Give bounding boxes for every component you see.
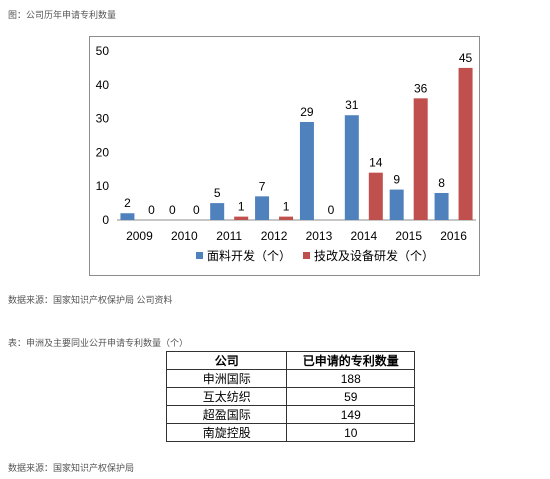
y-tick-label: 40 <box>96 78 110 92</box>
data-label: 29 <box>300 105 314 119</box>
fabric-dev-bar <box>120 213 135 220</box>
x-tick-label: 2012 <box>261 229 288 243</box>
legend-swatch-fabric-dev <box>196 252 203 259</box>
patent-count: 149 <box>286 405 415 424</box>
x-tick-label: 2011 <box>216 229 242 243</box>
data-label: 9 <box>393 173 400 187</box>
data-label: 31 <box>345 98 359 112</box>
y-tick-label: 50 <box>96 44 110 58</box>
y-tick-label: 10 <box>96 179 110 193</box>
data-label: 14 <box>369 156 383 170</box>
data-label: 36 <box>414 81 428 95</box>
figure-caption: 图：公司历年申请专利数量 <box>8 10 117 20</box>
legend-label: 技改及设备研发（个） <box>314 248 434 263</box>
equipment-rd-bar <box>368 172 383 220</box>
header-company: 公司 <box>165 351 288 370</box>
table-source-note: 数据来源：国家知识产权保护局 <box>8 463 135 473</box>
company-name: 互太纺织 <box>165 387 288 406</box>
legend-label: 面料开发（个） <box>207 248 291 263</box>
x-tick-label: 2010 <box>171 229 198 243</box>
data-label: 7 <box>259 179 266 193</box>
fabric-dev-bar <box>299 121 314 220</box>
equipment-rd-bar <box>234 216 249 220</box>
y-tick-label: 30 <box>96 112 110 126</box>
fabric-dev-bar <box>389 189 404 220</box>
data-label: 5 <box>214 186 221 200</box>
equipment-rd-bar <box>413 98 428 220</box>
fabric-dev-bar <box>210 203 225 220</box>
y-tick-label: 0 <box>102 213 109 227</box>
data-label: 0 <box>193 203 200 217</box>
data-label: 0 <box>148 203 155 217</box>
fabric-dev-bar <box>344 115 359 220</box>
patent-count: 59 <box>286 387 415 406</box>
table-row: 超盈国际 149 <box>165 405 415 424</box>
legend-swatch-equipment-rd <box>303 252 310 259</box>
x-tick-label: 2013 <box>306 229 333 243</box>
y-tick-label: 20 <box>96 145 110 159</box>
patent-bar-chart: 0 10 20 30 40 50 2009 2 0 2010 0 0 2011 5 1 2012 7 1 2013 2… <box>89 36 480 276</box>
fabric-dev-bar <box>255 196 270 220</box>
patent-comparison-table: 公司 已申请的专利数量 申洲国际 188 互太纺织 59 超盈国际 149 南旋… <box>165 351 415 442</box>
table-row: 南旋控股 10 <box>165 423 415 442</box>
fabric-dev-bar <box>434 192 449 220</box>
x-tick-label: 2015 <box>395 229 422 243</box>
data-label: 1 <box>283 200 290 214</box>
x-tick-label: 2009 <box>126 229 153 243</box>
equipment-rd-bar <box>458 67 473 221</box>
data-label: 2 <box>124 196 131 210</box>
data-label: 0 <box>169 203 176 217</box>
x-tick-label: 2016 <box>440 229 467 243</box>
data-label: 45 <box>459 51 473 65</box>
table-row: 互太纺织 59 <box>165 387 415 406</box>
header-patent-count: 已申请的专利数量 <box>286 351 415 370</box>
company-name: 超盈国际 <box>165 405 288 424</box>
x-tick-label: 2014 <box>350 229 377 243</box>
data-label: 8 <box>438 176 445 190</box>
patent-count: 10 <box>286 423 415 442</box>
data-label: 1 <box>238 200 245 214</box>
company-name: 申洲国际 <box>165 369 288 388</box>
equipment-rd-bar <box>279 216 294 220</box>
patent-count: 188 <box>286 369 415 388</box>
table-caption: 表：申洲及主要同业公开申请专利数量（个） <box>8 338 189 348</box>
table-header-row: 公司 已申请的专利数量 <box>165 351 415 370</box>
figure-source-note: 数据来源：国家知识产权保护局 公司资料 <box>8 295 173 305</box>
table-row: 申洲国际 188 <box>165 369 415 388</box>
data-label: 0 <box>328 203 335 217</box>
company-name: 南旋控股 <box>165 423 288 442</box>
